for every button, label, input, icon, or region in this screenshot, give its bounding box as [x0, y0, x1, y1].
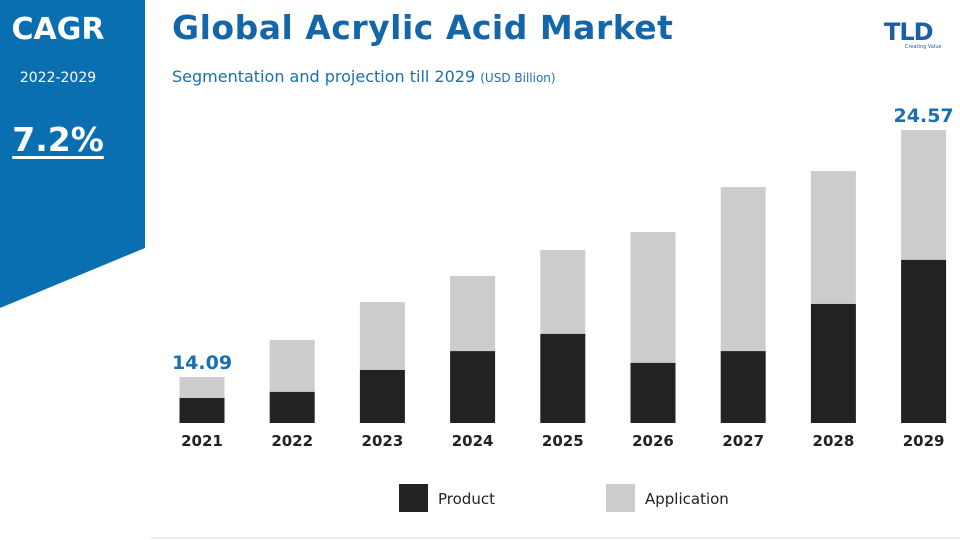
legend-label-application: Application	[645, 490, 729, 508]
x-tick-label: 2027	[722, 432, 764, 450]
bar-product-2021	[179, 398, 225, 423]
bar-product-2027	[720, 351, 766, 423]
bar-product-2028	[810, 303, 856, 423]
bar-application-2027	[720, 187, 766, 352]
subtitle-text: Segmentation and projection till 2029	[172, 67, 476, 86]
tld-logo: TLD	[884, 18, 934, 46]
bar-application-2024	[450, 275, 496, 352]
x-tick-label: 2025	[542, 432, 584, 450]
x-tick-label: 2023	[362, 432, 404, 450]
x-tick-label: 2029	[903, 432, 945, 450]
x-tick-label: 2028	[813, 432, 855, 450]
data-label: 24.57	[894, 105, 954, 127]
x-tick-label: 2021	[181, 432, 223, 450]
bar-product-2025	[540, 333, 586, 423]
cagr-panel-background	[0, 0, 145, 308]
x-tick-label: 2024	[452, 432, 494, 450]
bar-product-2029	[901, 259, 947, 423]
bar-application-2023	[359, 302, 405, 370]
logo-tagline: Creating Value	[905, 44, 942, 50]
bar-application-2021	[179, 377, 225, 399]
x-tick-label: 2026	[632, 432, 674, 450]
bar-product-2024	[450, 351, 496, 423]
bar-application-2026	[630, 232, 676, 363]
cagr-period: 2022-2029	[19, 70, 97, 86]
bar-product-2026	[630, 362, 676, 423]
legend-swatch-application	[606, 484, 635, 512]
unit-label: (USD Billion)	[480, 71, 556, 85]
bar-application-2022	[269, 340, 315, 392]
cagr-title: CAGR	[11, 12, 105, 47]
chart-subtitle: Segmentation and projection till 2029 (U…	[172, 67, 556, 86]
x-tick-label: 2022	[271, 432, 313, 450]
cagr-value: 7.2%	[12, 120, 104, 159]
legend-swatch-product	[399, 484, 428, 512]
bar-product-2022	[269, 391, 315, 423]
chart-title: Global Acrylic Acid Market	[172, 8, 674, 47]
data-label: 14.09	[172, 352, 232, 374]
bar-application-2029	[901, 130, 947, 260]
bar-application-2025	[540, 249, 586, 334]
bar-product-2023	[359, 369, 405, 423]
bar-application-2028	[810, 171, 856, 304]
legend-label-product: Product	[438, 490, 495, 508]
